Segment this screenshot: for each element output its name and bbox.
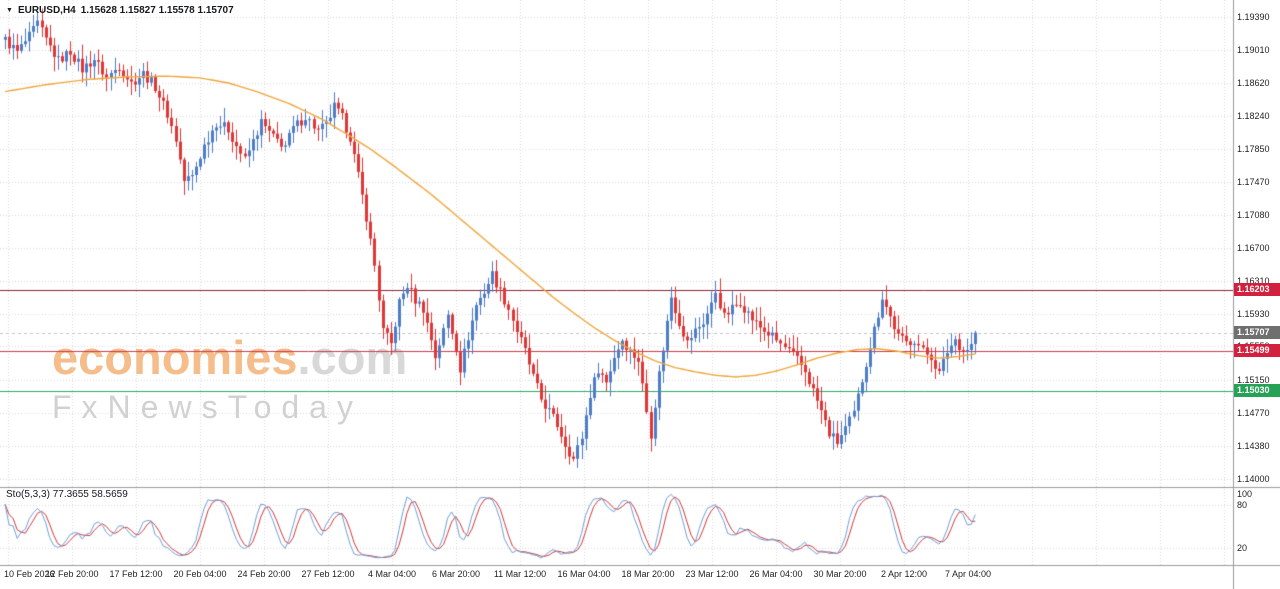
symbol-info: ▼ EURUSD,H4 1.15628 1.15827 1.15578 1.15… — [6, 5, 234, 16]
price-tag: 1.15707 — [1234, 325, 1280, 339]
time-axis-label: 4 Mar 04:00 — [367, 569, 417, 579]
price-tag: 1.16203 — [1234, 283, 1280, 297]
price-axis-label: 1.15150 — [1237, 375, 1270, 386]
time-axis-label: 27 Feb 12:00 — [301, 569, 355, 579]
price-axis-label: 1.15930 — [1237, 308, 1270, 319]
time-axis-label: 10 Feb 2026 — [4, 569, 55, 579]
time-axis-label: 12 Feb 20:00 — [45, 569, 99, 579]
price-axis-label: 1.18240 — [1237, 110, 1270, 121]
price-axis-label: 1.17850 — [1237, 144, 1270, 154]
indicator-values: 77.3655 58.5659 — [52, 489, 128, 500]
time-axis-label: 30 Mar 20:00 — [813, 569, 867, 579]
time-axis-label: 23 Mar 12:00 — [685, 569, 739, 579]
time-axis-label: 17 Feb 12:00 — [109, 569, 163, 579]
time-axis-label: 2 Apr 12:00 — [880, 569, 928, 579]
time-axis-label: 6 Mar 20:00 — [431, 569, 481, 579]
indicator-axis-label: 80 — [1237, 500, 1248, 511]
time-axis-label: 7 Apr 04:00 — [944, 569, 992, 579]
symbol-label: EURUSD,H4 — [17, 5, 76, 16]
time-axis-label: 20 Feb 04:00 — [173, 569, 227, 579]
price-axis-label: 1.18620 — [1237, 78, 1270, 88]
indicator-label: Sto(5,3,3) 77.3655 58.5659 — [6, 489, 128, 500]
time-axis-label: 26 Mar 04:00 — [749, 569, 803, 579]
time-axis-label: 24 Feb 20:00 — [237, 569, 291, 579]
price-axis-label: 1.19390 — [1237, 12, 1270, 22]
price-axis-label: 1.14380 — [1237, 441, 1270, 452]
price-axis-label: 1.16700 — [1237, 242, 1270, 253]
time-axis-label: 11 Mar 12:00 — [493, 569, 547, 579]
ohlc-values: 1.15628 1.15827 1.15578 1.15707 — [80, 5, 234, 16]
price-axis-label: 1.16310 — [1237, 276, 1270, 286]
time-axis-label: 18 Mar 20:00 — [621, 569, 675, 579]
price-axis-label: 1.17080 — [1237, 210, 1270, 220]
indicator-name: Sto(5,3,3) — [6, 489, 50, 500]
price-tag: 1.15499 — [1234, 343, 1280, 357]
price-axis-label: 1.14770 — [1237, 408, 1270, 418]
price-axis-label: 1.19010 — [1237, 44, 1270, 55]
time-axis-label: 16 Mar 04:00 — [557, 569, 611, 579]
symbol-dropdown-icon[interactable]: ▼ — [6, 6, 13, 14]
price-axis-label: 1.14000 — [1237, 474, 1270, 484]
price-tag: 1.15030 — [1234, 383, 1280, 397]
indicator-axis-label: 100 — [1237, 489, 1253, 499]
indicator-axis-label: 20 — [1237, 542, 1248, 553]
price-axis-label: 1.17470 — [1237, 176, 1270, 187]
